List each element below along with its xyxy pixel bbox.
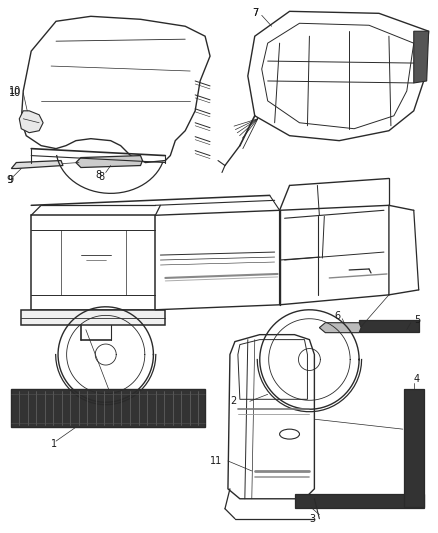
Text: 9: 9 [7,175,14,185]
Text: 8: 8 [96,171,102,181]
Bar [11,389,205,427]
Bar [359,320,419,332]
Text: 4: 4 [414,374,420,384]
Text: 2: 2 [230,397,236,406]
Text: 8: 8 [99,173,105,182]
Polygon shape [19,111,43,133]
Text: 6: 6 [334,311,340,321]
Text: 9: 9 [7,175,12,185]
Text: 3: 3 [309,514,315,524]
Bar [294,494,424,508]
Polygon shape [414,31,429,83]
Polygon shape [21,310,165,325]
Text: 5: 5 [414,314,420,325]
Text: 7: 7 [252,9,258,18]
Text: 7: 7 [252,9,258,18]
Polygon shape [11,160,63,168]
Bar [404,389,424,507]
Text: 10: 10 [9,88,21,98]
Text: 1: 1 [51,439,57,449]
Polygon shape [76,156,142,167]
Text: 11: 11 [210,456,223,466]
Polygon shape [319,322,361,333]
Text: 10: 10 [9,86,21,96]
